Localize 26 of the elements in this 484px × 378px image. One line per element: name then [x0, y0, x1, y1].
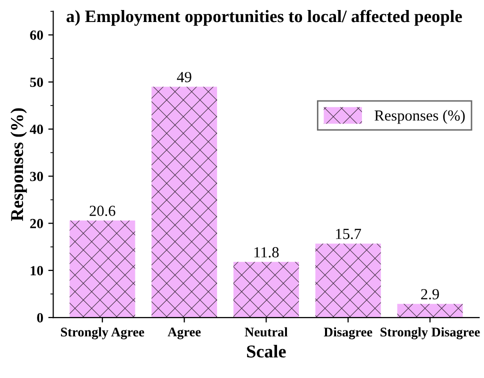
- data-label: 11.8: [254, 247, 279, 258]
- y-tick-label: 40: [30, 124, 43, 134]
- y-axis-title: Responses (%): [10, 108, 27, 222]
- bar: [397, 304, 463, 318]
- data-label: 20.6: [90, 206, 116, 216]
- x-tick-label: Strongly Disagree: [380, 327, 480, 340]
- y-tick-label: 10: [30, 266, 43, 276]
- x-tick-label: Strongly Agree: [60, 327, 144, 340]
- bar: [233, 262, 299, 318]
- data-label: 2.9: [421, 289, 439, 300]
- bar: [70, 220, 136, 318]
- x-tick-label: Neutral: [244, 327, 288, 337]
- y-tick-label: 20: [30, 218, 43, 228]
- bar: [315, 244, 381, 318]
- legend-label: Responses (%): [374, 110, 465, 124]
- data-label: 49: [176, 72, 192, 82]
- bar: [152, 86, 218, 318]
- y-tick-label: 50: [30, 78, 43, 87]
- x-tick-label: Agree: [168, 328, 201, 340]
- x-axis-title: Scale: [247, 344, 286, 358]
- x-tick-label: Disagree: [324, 327, 372, 340]
- y-tick-label: 60: [30, 30, 43, 40]
- chart-title: a) Employment opportunities to local/ affected people: [66, 10, 462, 26]
- y-tick-label: 30: [30, 172, 43, 182]
- data-label: 15.7: [336, 228, 362, 240]
- y-tick-label: 0: [37, 313, 43, 322]
